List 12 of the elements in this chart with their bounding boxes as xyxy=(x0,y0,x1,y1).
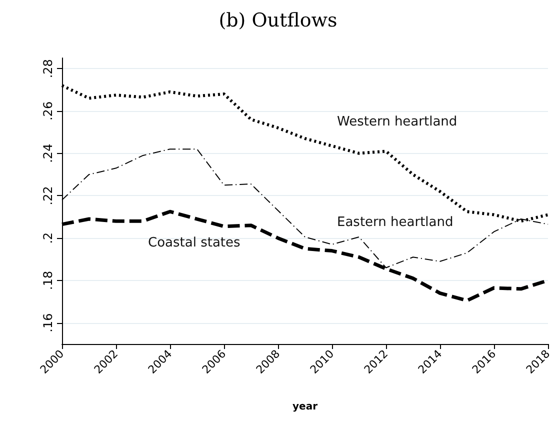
y-tick-label: .16 xyxy=(41,313,55,332)
series-label: Coastal states xyxy=(148,236,241,251)
chart-title: (b) Outflows xyxy=(218,10,338,32)
series-label: Eastern heartland xyxy=(337,214,454,230)
y-tick-label: .26 xyxy=(41,101,55,121)
y-tick-label: .24 xyxy=(41,144,55,163)
x-axis-title: year xyxy=(292,402,318,412)
series-label: Western heartland xyxy=(337,114,458,130)
y-tick-label: .18 xyxy=(41,270,55,290)
y-tick-label: .28 xyxy=(41,59,55,78)
y-tick-label: .2 xyxy=(41,232,55,244)
y-tick-label: .22 xyxy=(41,186,55,206)
